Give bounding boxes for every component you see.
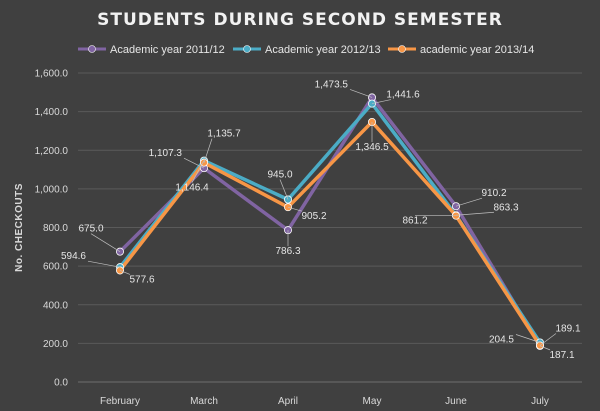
data-label: 189.1 xyxy=(555,323,580,334)
data-label: 187.1 xyxy=(549,350,574,361)
chart-title: STUDENTS DURING SECOND SEMESTER xyxy=(97,10,503,30)
data-label: 910.2 xyxy=(481,188,506,199)
data-label: 786.3 xyxy=(275,246,300,257)
y-tick-label: 200.0 xyxy=(43,339,68,350)
data-label: 1,473.5 xyxy=(315,79,349,90)
label-leader-line xyxy=(279,179,289,200)
x-tick-label: July xyxy=(531,396,549,407)
legend-entry: Academic year 2012/13 xyxy=(265,44,381,56)
label-leader-line xyxy=(349,89,373,98)
y-tick-label: 0.0 xyxy=(54,378,68,389)
label-leader-line xyxy=(119,270,131,275)
x-tick-label: June xyxy=(445,396,467,407)
x-tick-label: March xyxy=(190,396,218,407)
y-tick-label: 1,000.0 xyxy=(35,184,69,195)
data-label: 204.5 xyxy=(489,335,514,346)
data-label: 675.0 xyxy=(78,224,103,235)
label-leader-line xyxy=(287,206,303,212)
legend-entry: academic year 2013/14 xyxy=(420,44,534,56)
label-leader-line xyxy=(539,333,557,346)
y-axis-label: No. CHECKOUTS xyxy=(14,183,25,272)
data-label: 1,135.7 xyxy=(207,129,241,140)
data-label: 945.0 xyxy=(267,169,292,180)
y-tick-label: 800.0 xyxy=(43,223,68,234)
y-tick-label: 1,200.0 xyxy=(35,146,69,157)
label-leader-line xyxy=(455,197,483,207)
data-label: 863.3 xyxy=(493,202,518,213)
series-line xyxy=(118,95,542,347)
legend: Academic year 2011/12 Academic year 2012/… xyxy=(78,44,534,56)
data-label: 1,146.4 xyxy=(175,183,209,194)
label-leader-line xyxy=(515,334,541,343)
data-labels: 675.0 1,107.3 786.3 1,473.5 910.2 187.1 594.6 1… xyxy=(61,79,581,360)
y-tick-label: 1,600.0 xyxy=(35,69,69,80)
data-label: 1,346.5 xyxy=(355,142,389,153)
data-label: 861.2 xyxy=(402,216,427,227)
data-label: 905.2 xyxy=(301,211,326,222)
gridlines xyxy=(78,72,582,383)
label-leader-line xyxy=(371,99,392,104)
y-tick-label: 1,400.0 xyxy=(35,107,69,118)
x-tick-label: May xyxy=(363,396,382,407)
y-tick-label: 600.0 xyxy=(43,262,68,273)
x-tick-label: April xyxy=(278,396,298,407)
label-leader-line xyxy=(455,211,495,216)
data-point xyxy=(283,203,292,212)
y-axis: 0.0 200.0 400.0 600.0 800.0 1,000.0 1,200.0 1,4… xyxy=(35,69,69,389)
data-label: 1,107.3 xyxy=(149,148,183,159)
label-leader-line xyxy=(87,260,121,268)
data-label: 1,441.6 xyxy=(386,90,420,101)
label-leader-line xyxy=(539,345,551,351)
legend-entry: Academic year 2011/12 xyxy=(110,44,225,56)
x-tick-label: February xyxy=(100,396,140,407)
legend-swatch-marker xyxy=(88,45,96,53)
data-label: 577.6 xyxy=(129,274,154,285)
series-line xyxy=(118,120,542,347)
legend-swatch-marker xyxy=(398,45,406,53)
label-leader-line xyxy=(90,233,121,252)
label-leader-line xyxy=(191,160,205,183)
data-label: 594.6 xyxy=(61,251,86,262)
y-tick-label: 400.0 xyxy=(43,300,68,311)
x-axis: February March April May June July xyxy=(100,396,549,407)
legend-swatch-marker xyxy=(243,45,251,53)
label-leader-line xyxy=(203,138,213,163)
series-lines xyxy=(116,93,545,350)
series-line xyxy=(118,101,542,344)
